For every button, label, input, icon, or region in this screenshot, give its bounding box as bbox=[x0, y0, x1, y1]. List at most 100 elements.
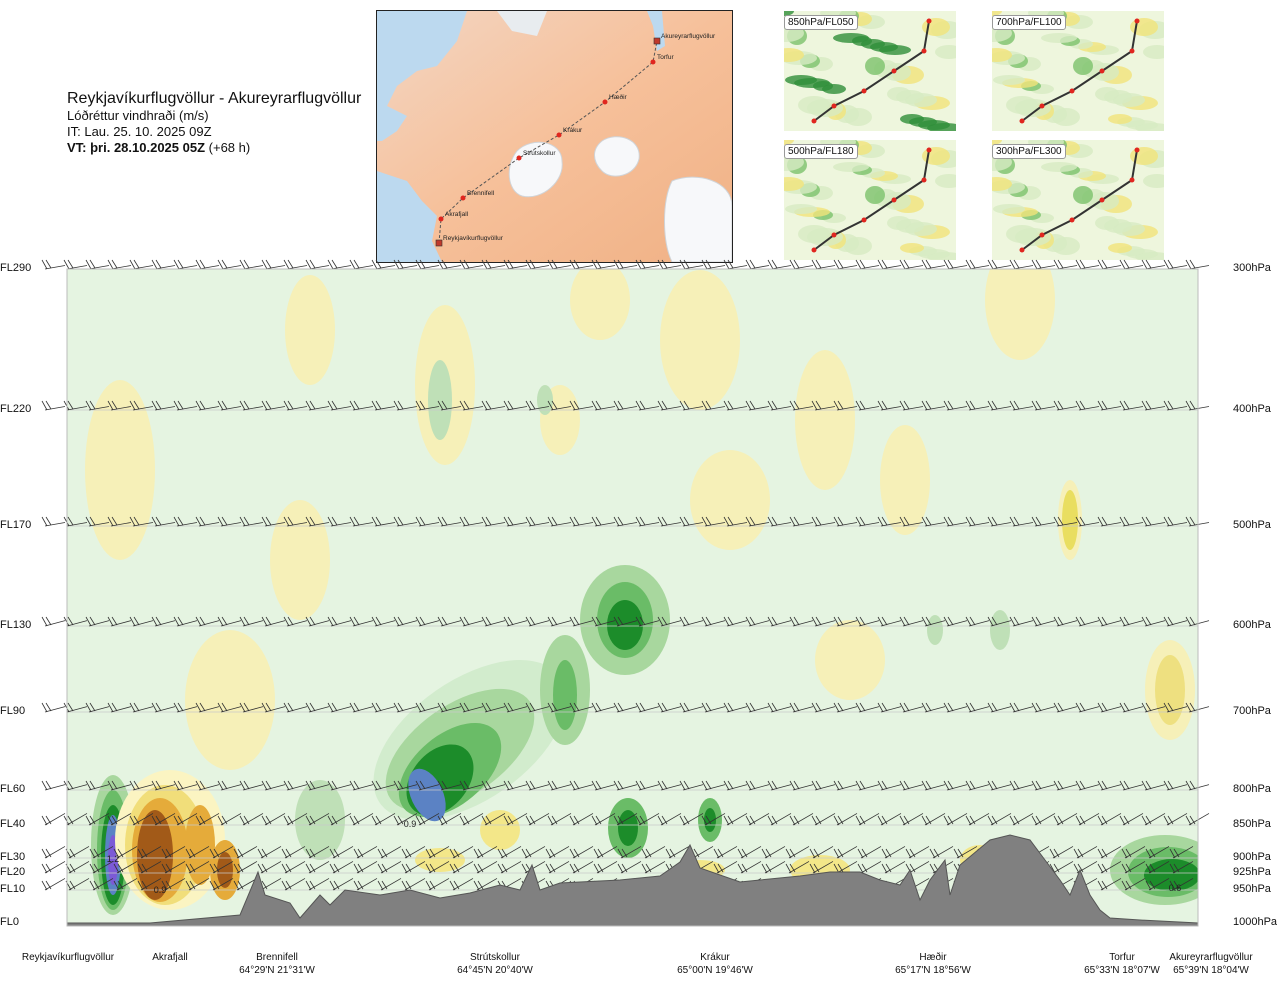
wind-barb bbox=[1053, 516, 1078, 527]
thumb-station bbox=[811, 247, 817, 253]
wind-barb bbox=[459, 516, 484, 527]
map-station[interactable]: Krákur bbox=[556, 127, 583, 138]
thumb-blob bbox=[900, 243, 924, 253]
wind-barb bbox=[257, 846, 282, 859]
wind-barb bbox=[701, 616, 726, 627]
map-station[interactable]: Torfur bbox=[650, 54, 675, 65]
wind-barb bbox=[497, 861, 522, 874]
wind-barb bbox=[415, 702, 440, 713]
wind-barb bbox=[1141, 259, 1166, 270]
sink-region bbox=[880, 425, 930, 535]
wind-barb bbox=[217, 813, 242, 826]
wind-barb bbox=[85, 813, 110, 826]
wind-barb bbox=[855, 400, 880, 411]
wind-barb bbox=[393, 616, 418, 627]
wind-barb bbox=[41, 400, 66, 411]
wind-barb bbox=[371, 702, 396, 713]
wind-barb bbox=[41, 516, 66, 527]
wind-barb bbox=[261, 702, 286, 713]
map-station[interactable]: Hæðir bbox=[602, 93, 628, 105]
map-station[interactable]: Strútskollur bbox=[516, 150, 557, 161]
thumb-500-label: 500hPa/FL180 bbox=[784, 144, 858, 159]
thumb-route bbox=[813, 20, 930, 122]
wind-barb bbox=[437, 259, 462, 270]
wind-barb bbox=[811, 259, 836, 270]
wind-barb bbox=[617, 861, 642, 874]
wind-barb bbox=[281, 861, 306, 874]
wind-barb bbox=[1053, 780, 1078, 791]
wind-barb bbox=[281, 846, 306, 859]
fl-label-fl20: FL20 bbox=[0, 866, 26, 878]
wind-barb bbox=[965, 516, 990, 527]
wind-barb bbox=[41, 702, 66, 713]
wind-barb bbox=[449, 861, 474, 874]
wind-barb bbox=[1009, 400, 1034, 411]
wind-barb bbox=[1185, 616, 1210, 627]
wind-barb bbox=[217, 702, 242, 713]
wind-barb bbox=[503, 400, 528, 411]
wind-barb bbox=[525, 616, 550, 627]
wind-barb bbox=[233, 846, 258, 859]
wind-barb bbox=[1141, 813, 1166, 826]
wind-barb bbox=[921, 400, 946, 411]
wind-barb bbox=[137, 861, 162, 874]
wind-barb bbox=[701, 780, 726, 791]
wind-barb bbox=[833, 846, 858, 859]
wind-barb bbox=[393, 400, 418, 411]
thumb-700[interactable]: 700hPa/FL100 bbox=[992, 11, 1164, 131]
thumb-blob bbox=[993, 204, 1025, 214]
chart-title: Reykjavíkurflugvöllur - Akureyrarflugvöl… bbox=[67, 90, 362, 107]
wind-barb bbox=[1141, 780, 1166, 791]
thumb-route bbox=[813, 149, 930, 251]
wind-barb bbox=[569, 516, 594, 527]
wind-barb bbox=[161, 846, 186, 859]
wind-barb bbox=[151, 516, 176, 527]
wind-barb bbox=[899, 616, 924, 627]
wind-barb bbox=[1119, 780, 1144, 791]
thumb-850[interactable]: 850hPa/FL050 bbox=[784, 11, 956, 131]
wind-barb bbox=[173, 516, 198, 527]
wind-barb bbox=[327, 813, 352, 826]
wind-barb bbox=[459, 813, 484, 826]
wind-barb bbox=[327, 516, 352, 527]
sink-region bbox=[660, 270, 740, 410]
wind-barb bbox=[137, 878, 162, 891]
thumb-300[interactable]: 300hPa/FL300 bbox=[992, 140, 1164, 260]
wind-barb bbox=[811, 516, 836, 527]
wind-barb bbox=[113, 846, 138, 859]
map-station[interactable]: Akrafjall bbox=[438, 211, 469, 222]
wind-barb bbox=[1169, 861, 1194, 874]
wind-barb bbox=[329, 878, 354, 891]
map-station[interactable]: Brennifell bbox=[460, 190, 495, 201]
wind-barb bbox=[257, 861, 282, 874]
thumb-blob bbox=[935, 174, 956, 188]
thumb-blob bbox=[785, 75, 817, 85]
wind-barb bbox=[195, 516, 220, 527]
wind-barb bbox=[833, 813, 858, 826]
wind-barb bbox=[137, 846, 162, 859]
wind-barb bbox=[305, 702, 330, 713]
wind-barb bbox=[305, 259, 330, 270]
wind-barb bbox=[195, 702, 220, 713]
thumb-700-svg bbox=[992, 11, 1164, 131]
wind-barb bbox=[789, 813, 814, 826]
wind-barb bbox=[569, 702, 594, 713]
wind-barb bbox=[305, 400, 330, 411]
contour-annotation: 0.9 bbox=[404, 819, 417, 829]
wind-barb bbox=[459, 400, 484, 411]
contour-annotation: 1.2 bbox=[107, 854, 120, 864]
wind-barb bbox=[129, 259, 154, 270]
sink-region bbox=[85, 380, 155, 560]
wind-barb bbox=[349, 813, 374, 826]
wind-barb bbox=[657, 702, 682, 713]
map-station[interactable]: Akureyrarflugvöllur bbox=[653, 33, 716, 45]
wind-barb bbox=[85, 259, 110, 270]
wind-barb bbox=[921, 813, 946, 826]
map-station[interactable]: Reykjavíkurflugvöllur bbox=[435, 235, 504, 247]
wind-barb bbox=[1145, 861, 1170, 874]
wind-barb bbox=[613, 702, 638, 713]
thumb-500[interactable]: 500hPa/FL180 bbox=[784, 140, 956, 260]
fl-label-fl170: FL170 bbox=[0, 519, 32, 531]
fl-label-fl290: FL290 bbox=[0, 262, 32, 274]
thumb-station bbox=[891, 197, 897, 203]
